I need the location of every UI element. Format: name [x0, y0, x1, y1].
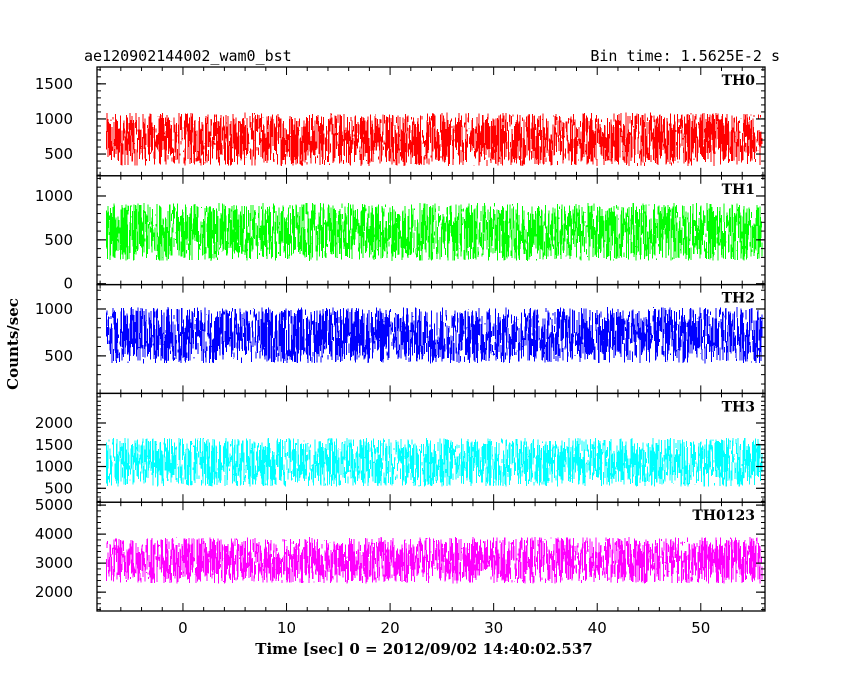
panel-th3: 500 1000 1500 2000 TH3	[35, 392, 766, 503]
panel-th1: 0 500 1000 TH1	[35, 175, 766, 293]
y-tick-label: 500	[44, 479, 73, 497]
panel-label-th0123: TH0123	[692, 508, 755, 524]
y-tick-label: 1000	[35, 300, 73, 318]
x-axis-label: Time [sec] 0 = 2012/09/02 14:40:02.537	[255, 640, 592, 658]
x-tick-label: 30	[484, 619, 503, 637]
x-tick-label: 10	[277, 619, 296, 637]
y-tick-label: 1000	[35, 458, 73, 476]
series-th3	[105, 437, 763, 487]
x-tick-label: 20	[381, 619, 400, 637]
y-axis-label: Counts/sec	[4, 298, 22, 390]
chart-title: ae120902144002_wam0_bst	[84, 47, 292, 65]
panels: 500 1000 1500 TH0 0 500 1000 TH1 500 1000 TH2 500 10…	[35, 66, 766, 612]
x-tick-label: 0	[178, 619, 188, 637]
y-tick-label: 500	[44, 145, 73, 163]
panel-label-th2: TH2	[722, 291, 755, 307]
x-tick-label: 50	[691, 619, 710, 637]
x-axis-ticks: 0 10 20 30 40 50	[178, 619, 710, 637]
y-tick-label: 3000	[35, 554, 73, 572]
x-tick-label: 40	[588, 619, 607, 637]
y-tick-label: 1500	[35, 436, 73, 454]
y-tick-label: 2000	[35, 414, 73, 432]
y-tick-label: 5000	[35, 496, 73, 514]
panel-label-th1: TH1	[722, 182, 755, 198]
y-tick-label: 500	[44, 231, 73, 249]
panel-th0: 500 1000 1500 TH0	[35, 66, 766, 177]
series-th0	[105, 112, 763, 166]
y-tick-label: 1000	[35, 110, 73, 128]
y-tick-label: 1000	[35, 187, 73, 205]
y-tick-label: 500	[44, 347, 73, 365]
y-tick-label: 4000	[35, 525, 73, 543]
y-tick-label: 2000	[35, 583, 73, 601]
panel-th0123: 2000 3000 4000 5000 TH0123	[35, 496, 766, 612]
series-th0123	[105, 537, 763, 584]
panel-label-th0: TH0	[722, 73, 756, 89]
bin-time-label: Bin time: 1.5625E-2 s	[590, 47, 780, 65]
y-tick-label: 0	[63, 275, 73, 293]
series-th1	[105, 203, 763, 261]
panel-th2: 500 1000 TH2	[35, 283, 766, 395]
y-tick-label: 1500	[35, 75, 73, 93]
series-th2	[105, 307, 763, 364]
panel-frame	[96, 501, 766, 612]
panel-label-th3: TH3	[722, 399, 755, 415]
